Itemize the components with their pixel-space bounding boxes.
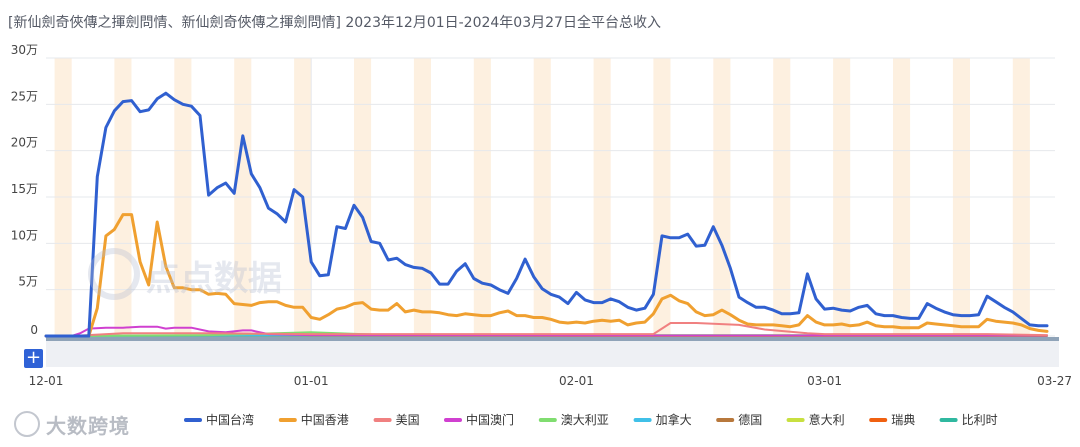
center-watermark-text: 点点数据 — [146, 259, 282, 299]
x-tick-label: 02-01 — [559, 374, 594, 388]
y-axis: 0 5万 10万 15万 20万 25万 30万 — [11, 43, 38, 337]
legend-item[interactable]: 中国香港 — [301, 412, 349, 427]
x-tick-label: 03-27 — [1037, 374, 1072, 388]
logo-icon — [14, 411, 40, 437]
legend-item[interactable]: 中国澳门 — [466, 412, 514, 427]
series-lines — [44, 91, 1049, 338]
range-navigator — [46, 337, 1059, 367]
legend-item[interactable]: 意大利 — [809, 412, 845, 427]
legend-item[interactable]: 瑞典 — [891, 413, 915, 427]
y-tick-label: 20万 — [11, 136, 38, 150]
y-tick-label: 25万 — [11, 89, 38, 103]
series-line-2 — [44, 213, 1049, 338]
legend-item[interactable]: 中国台湾 — [206, 412, 254, 427]
navigator-track[interactable] — [46, 341, 1059, 367]
add-button[interactable]: + — [24, 347, 43, 368]
chart-title: [新仙劍奇俠傳之揮劍問情、新仙劍奇俠傳之揮劍問情] 2023年12月01日-20… — [8, 15, 661, 31]
y-tick-label: 15万 — [11, 182, 38, 196]
y-tick-label: 10万 — [11, 228, 38, 242]
x-tick-label: 12-01 — [29, 374, 64, 388]
legend-item[interactable]: 澳大利亚 — [561, 413, 609, 427]
legend: 中国台湾 中国香港 美国 中国澳门 澳大利亚 加拿大 德国 意大利 瑞典 比利时 — [184, 412, 998, 427]
legend-item[interactable]: 德国 — [738, 412, 762, 427]
y-tick-label: 5万 — [18, 275, 38, 289]
center-watermark: 点点数据 — [88, 248, 282, 300]
logo-icon — [88, 248, 140, 300]
x-tick-label: 03-01 — [807, 374, 842, 388]
x-axis: 12-01 01-01 02-01 03-01 03-27 — [29, 374, 1072, 388]
series-line-1 — [44, 91, 1049, 338]
y-tick-label: 30万 — [11, 43, 38, 57]
y-tick-label: 0 — [30, 323, 38, 337]
x-tick-label: 01-01 — [294, 374, 329, 388]
legend-item[interactable]: 美国 — [396, 413, 420, 427]
navigator-handle[interactable] — [46, 337, 1059, 341]
legend-item[interactable]: 加拿大 — [656, 412, 692, 427]
series-line-3 — [45, 322, 1048, 337]
footer-watermark: 大数跨境 — [14, 410, 130, 439]
legend-item[interactable]: 比利时 — [962, 413, 998, 427]
footer-watermark-text: 大数跨境 — [46, 414, 130, 438]
